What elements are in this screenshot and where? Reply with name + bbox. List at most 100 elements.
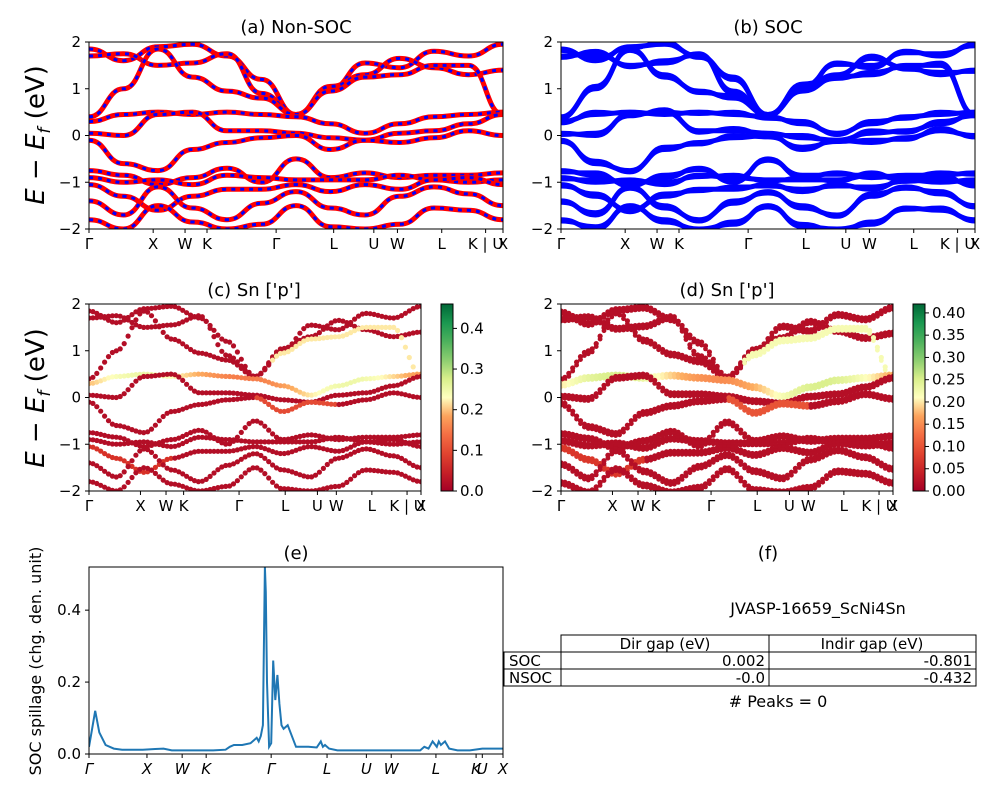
projection-point [863,440,869,445]
xtick-label: Γ [85,497,94,515]
projection-point [788,487,794,491]
projection-point [601,375,607,381]
projection-point [152,441,158,447]
projection-point [281,408,287,414]
projection-point [250,394,256,401]
projection-point [605,375,611,380]
projection-point [832,471,837,476]
projection-point [757,400,763,406]
projection-point [270,395,276,401]
projection-point [215,436,221,442]
projection-point [105,453,112,459]
projection-point [687,451,693,457]
projection-point [391,437,397,443]
projection-point [668,393,673,399]
projection-point [355,313,362,319]
projection-point [109,374,115,380]
projection-point [371,375,377,381]
projection-point [832,314,837,320]
projection-point [890,377,893,382]
projection-point [270,439,276,445]
projection-point [164,456,170,462]
projection-point [363,376,369,382]
projection-point [402,392,408,398]
projection-point [180,406,186,412]
projection-point [589,426,595,432]
cell-soc-dir: 0.002 [722,652,765,670]
projection-point [160,329,166,335]
projection-point [242,438,248,444]
projection-point [379,331,385,337]
projection-point [211,372,217,378]
projection-point [617,472,622,478]
xtick-label: Γ [85,760,95,778]
projection-point [191,487,198,491]
projection-point [184,310,190,316]
projection-point [176,454,182,460]
projection-point [199,434,205,440]
projection-point [332,401,338,407]
projection-point [808,386,814,392]
projection-point [398,381,405,387]
projection-point [562,318,568,324]
projection-point [348,391,354,397]
projection-point [664,431,669,437]
projection-point [312,472,319,478]
projection-point [707,365,712,371]
projection-point [582,424,587,430]
projection-point [769,344,775,349]
projection-point [375,330,381,336]
projection-point [687,358,693,364]
projection-point [238,396,244,402]
projection-point [406,308,412,314]
projection-point [648,341,654,347]
projection-point [656,488,661,491]
xtick-label: X [620,235,630,253]
projection-point [839,399,845,405]
projection-point [332,434,338,440]
projection-point [113,455,119,461]
projection-point [129,382,135,388]
projection-point [289,449,295,455]
xtick-label: L [801,235,810,253]
ytick-label: 0 [543,127,553,145]
projection-point [238,474,244,480]
projection-point [344,331,350,338]
projection-point [172,443,178,449]
projection-point [238,365,244,371]
projection-point [621,429,626,435]
projection-point [230,343,237,349]
ytick-label: 1 [543,342,553,360]
projection-point [363,324,369,330]
projection-point [750,354,755,359]
projection-point [789,393,794,399]
band-line-soc-overlay-9 [89,185,503,222]
projection-point [656,455,661,460]
projection-point [145,324,151,330]
projection-point [281,397,287,403]
projection-point [867,440,872,446]
projection-point [359,468,365,474]
band-line-soc-overlay-7 [89,173,503,187]
projection-point [746,468,751,474]
projection-point [391,324,397,330]
projection-point [113,434,119,440]
projection-point [832,449,837,455]
projection-point [628,327,634,333]
projection-point [184,473,190,479]
projection-point [180,440,186,447]
projection-point [348,330,354,336]
xtick-label: L [438,235,447,253]
projection-point [636,307,642,312]
projection-point [316,390,322,396]
projection-point [109,441,115,447]
projection-point [609,314,615,320]
projection-point [679,451,685,457]
projection-point [687,393,693,399]
projection-point [660,453,665,459]
projection-point [250,439,256,445]
projection-point [625,474,630,479]
projection-point [625,376,630,381]
projection-point [152,318,158,324]
projection-point [117,346,123,352]
